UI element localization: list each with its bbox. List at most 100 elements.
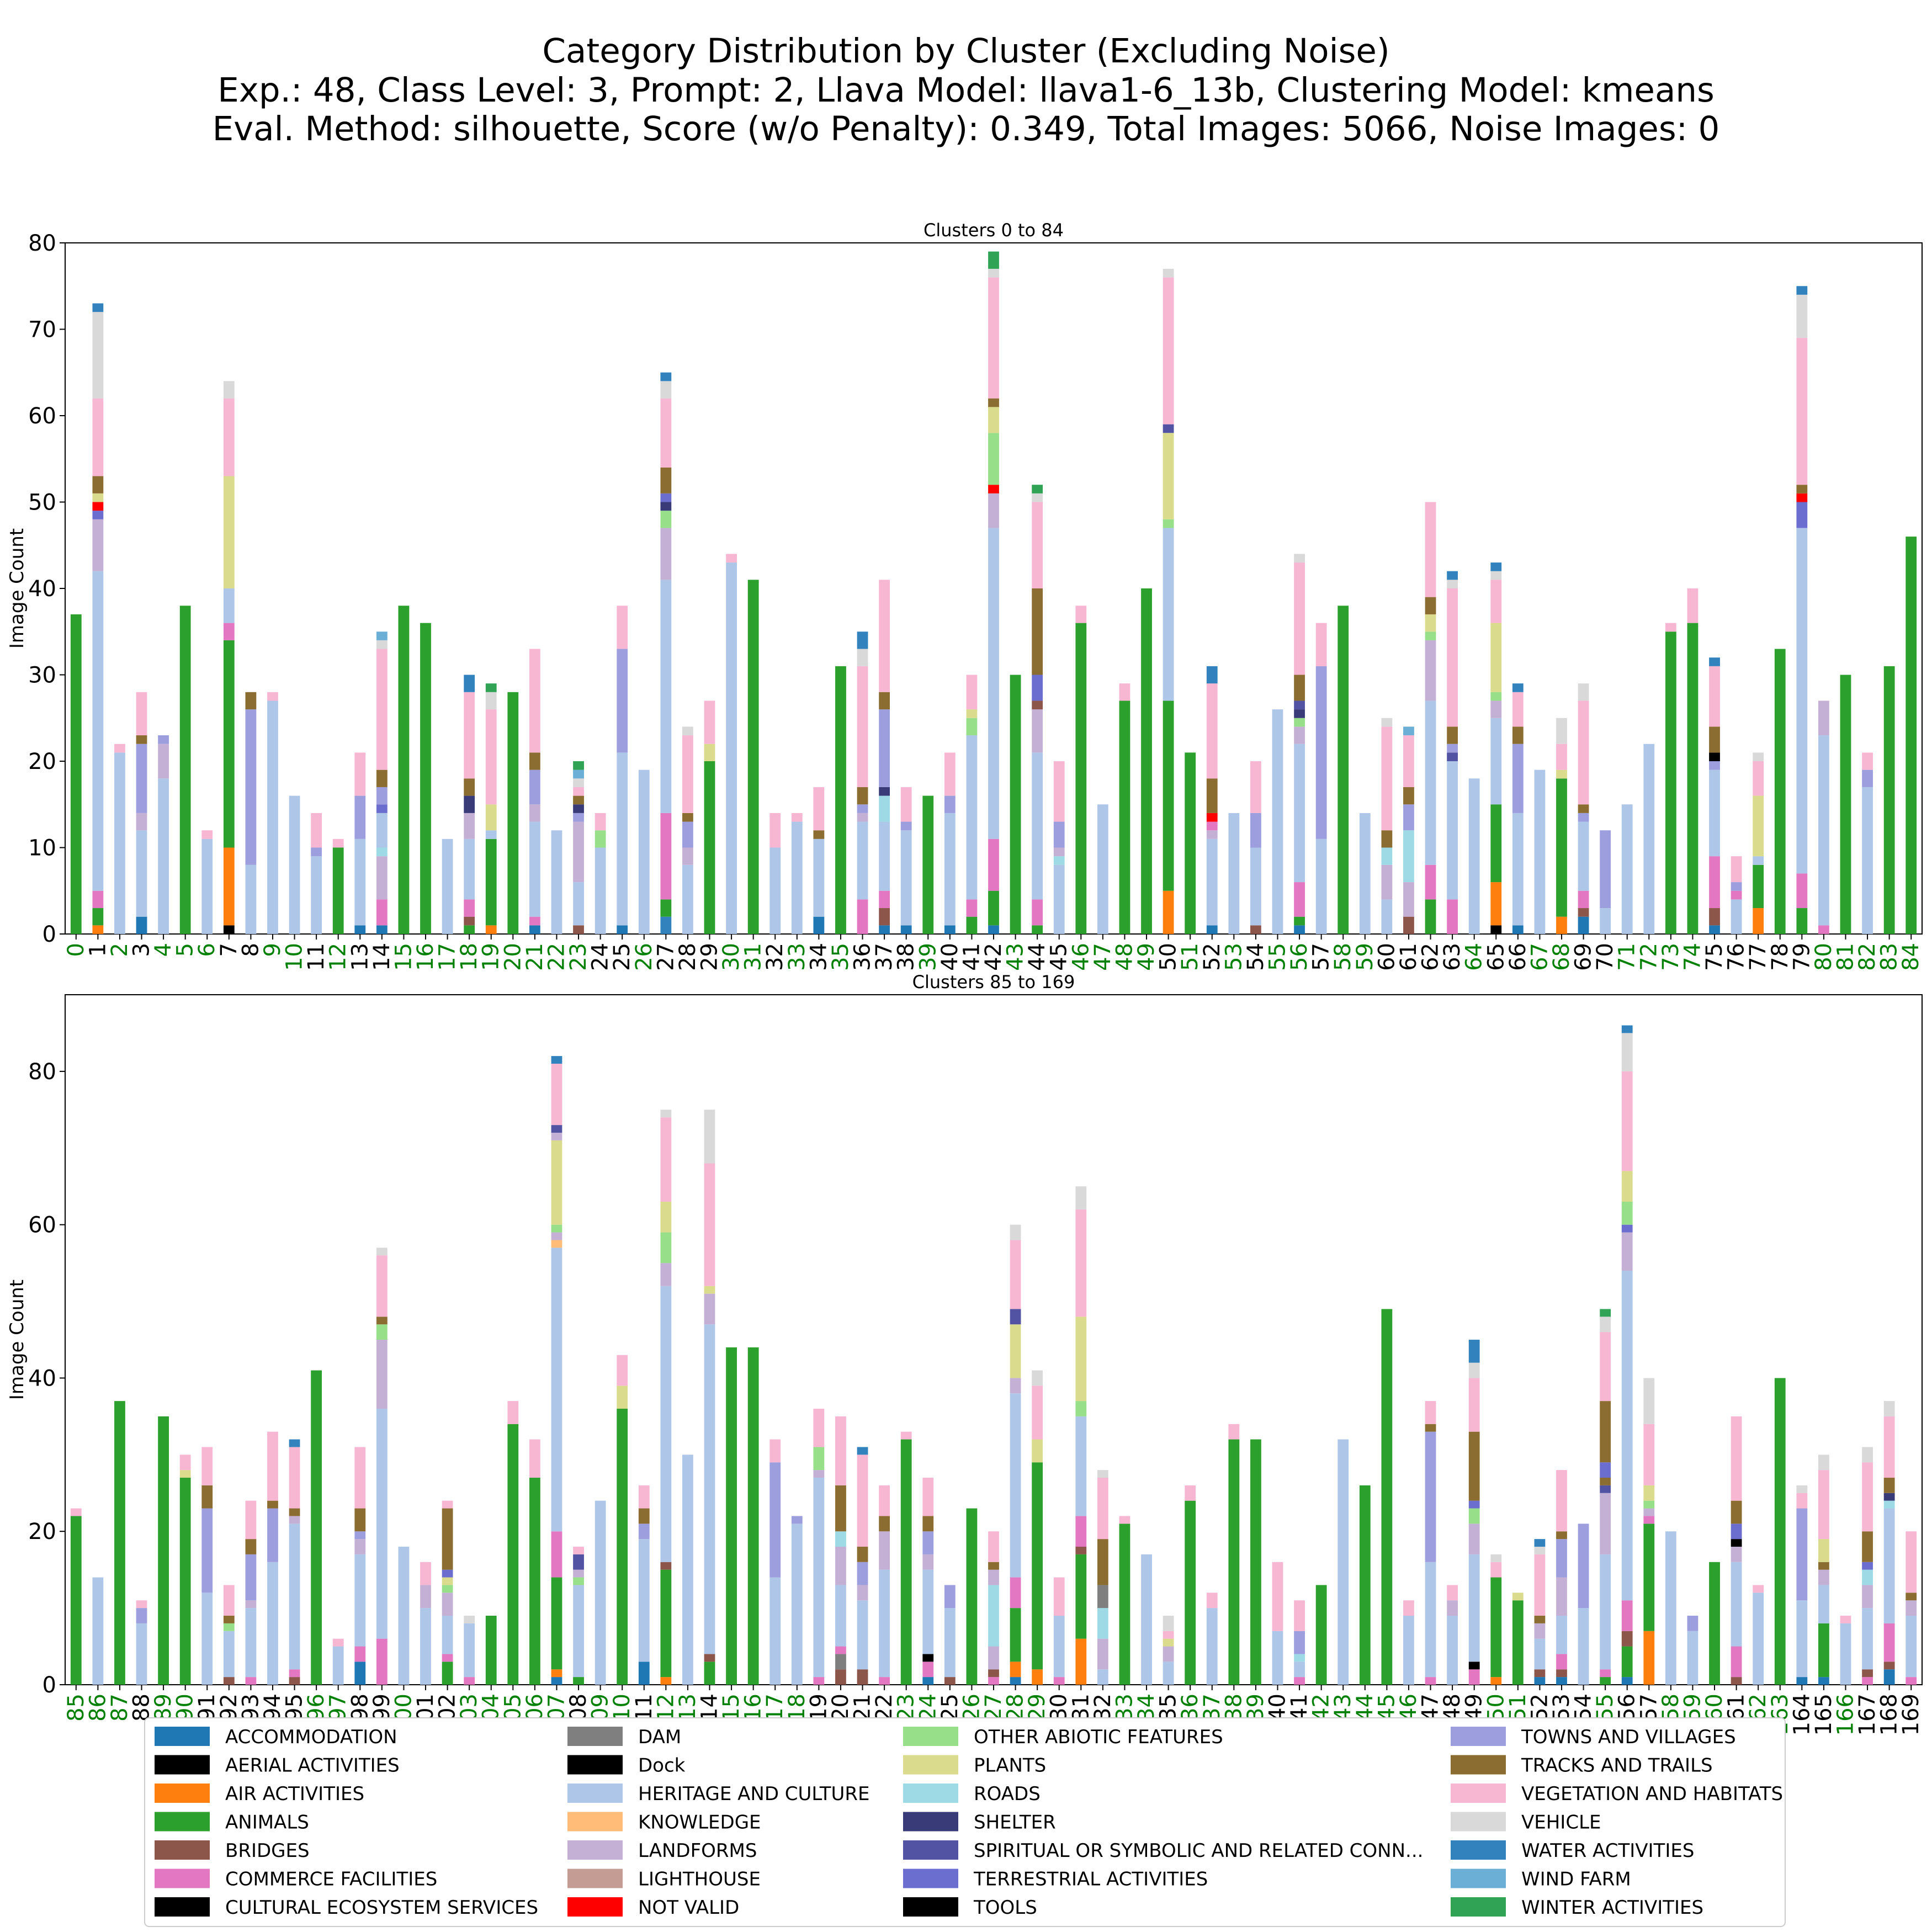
bar-segment — [988, 1562, 999, 1570]
bar-segment — [1490, 1554, 1502, 1562]
bar-stack-152 — [1534, 1539, 1546, 1685]
bar-segment — [660, 398, 672, 468]
x-tick-label: 7 — [216, 943, 242, 957]
bar-stack-5 — [179, 606, 191, 934]
bar-segment — [1097, 1478, 1108, 1540]
bar-segment — [1053, 1677, 1065, 1685]
bar-segment — [857, 631, 868, 649]
bar-segment — [1010, 1309, 1021, 1325]
bar-segment — [1163, 1631, 1174, 1639]
bar-segment — [1053, 856, 1065, 865]
bar-segment — [114, 744, 125, 753]
legend-swatch — [903, 1784, 958, 1803]
bar-segment — [376, 1340, 388, 1409]
bar-segment — [1534, 1547, 1546, 1554]
bar-segment — [1075, 1416, 1087, 1516]
bar-segment — [988, 528, 999, 839]
bar-stack-79 — [1796, 286, 1808, 934]
x-tick-label: 66 — [1505, 943, 1531, 971]
legend-swatch — [903, 1897, 958, 1917]
bar-segment — [398, 606, 410, 934]
bar-segment — [289, 795, 300, 934]
bar-segment — [1032, 675, 1043, 701]
bar-segment — [1163, 1662, 1174, 1685]
bar-segment — [988, 493, 999, 528]
bar-segment — [944, 1608, 956, 1678]
bar-segment — [1163, 433, 1174, 519]
x-tick-label: 40 — [937, 943, 963, 971]
bar-stack-92 — [223, 1585, 235, 1685]
legend-swatch — [1451, 1840, 1506, 1860]
bar-segment — [595, 813, 606, 831]
x-tick-label: 19 — [479, 943, 504, 971]
bar-segment — [682, 821, 693, 848]
bar-segment — [136, 830, 147, 917]
bar-segment — [1687, 623, 1699, 934]
bar-stack-65 — [1490, 562, 1502, 934]
bar-segment — [769, 1439, 781, 1463]
bar-segment — [551, 1133, 562, 1140]
bar-segment — [136, 692, 147, 736]
x-tick-label: 20 — [500, 943, 526, 971]
bar-segment — [1490, 1562, 1502, 1578]
bar-segment — [988, 485, 999, 493]
bar-stack-46 — [1075, 606, 1087, 934]
bar-segment — [1425, 597, 1436, 614]
bar-segment — [1862, 1608, 1873, 1670]
bar-segment — [223, 398, 235, 476]
bar-segment — [988, 890, 999, 926]
bar-segment — [1294, 562, 1305, 675]
bar-segment — [529, 916, 540, 926]
bar-stack-156 — [1621, 1025, 1633, 1685]
bar-segment — [1119, 700, 1130, 934]
bar-segment — [223, 1616, 235, 1623]
bar-segment — [988, 925, 999, 934]
bar-segment — [245, 1500, 257, 1540]
x-tick-label: 48 — [1112, 943, 1137, 971]
bar-segment — [70, 1516, 82, 1685]
bar-segment — [1883, 1478, 1895, 1493]
bar-segment — [1250, 761, 1261, 813]
x-tick-label: 62 — [1418, 943, 1443, 971]
bar-segment — [638, 1662, 650, 1685]
legend-swatch — [1451, 1784, 1506, 1803]
bar-stack-167 — [1862, 1447, 1873, 1685]
bar-segment — [879, 709, 890, 787]
bar-stack-127 — [988, 1531, 999, 1685]
bar-stack-64 — [1468, 778, 1480, 934]
bar-segment — [1075, 623, 1087, 934]
bar-segment — [922, 1677, 934, 1685]
bar-stack-66 — [1512, 683, 1524, 934]
bar-segment — [1709, 769, 1720, 857]
bar-segment — [922, 1478, 934, 1516]
legend-swatch — [903, 1869, 958, 1888]
bar-segment — [179, 1455, 191, 1471]
bar-segment — [879, 787, 890, 796]
bar-segment — [158, 1416, 169, 1685]
bar-segment — [442, 1569, 453, 1578]
bar-stack-147 — [1425, 1401, 1436, 1685]
bar-stack-86 — [92, 1577, 104, 1685]
bar-segment — [791, 1524, 803, 1685]
x-tick-label: 85 — [63, 1694, 89, 1722]
bar-segment — [201, 838, 213, 934]
legend-label: ACCOMMODATION — [225, 1726, 397, 1748]
bar-segment — [660, 580, 672, 813]
bar-segment — [1206, 813, 1218, 822]
bar-segment — [551, 1125, 562, 1133]
bar-stack-123 — [900, 1431, 912, 1685]
bar-segment — [922, 1569, 934, 1654]
bar-segment — [1534, 1638, 1546, 1670]
bar-stack-145 — [1381, 1309, 1393, 1685]
x-tick-label: 73 — [1658, 943, 1684, 971]
bar-segment — [1643, 1508, 1655, 1516]
legend-item: BRIDGES — [155, 1840, 310, 1862]
bar-segment — [857, 813, 868, 822]
bar-segment — [1032, 1462, 1043, 1670]
legend-swatch — [567, 1869, 623, 1888]
bar-stack-40 — [944, 752, 956, 934]
bar-segment — [1490, 571, 1502, 580]
bar-segment — [944, 1677, 956, 1685]
bar-segment — [1534, 769, 1546, 934]
x-tick-label: 168 — [1877, 1694, 1902, 1735]
